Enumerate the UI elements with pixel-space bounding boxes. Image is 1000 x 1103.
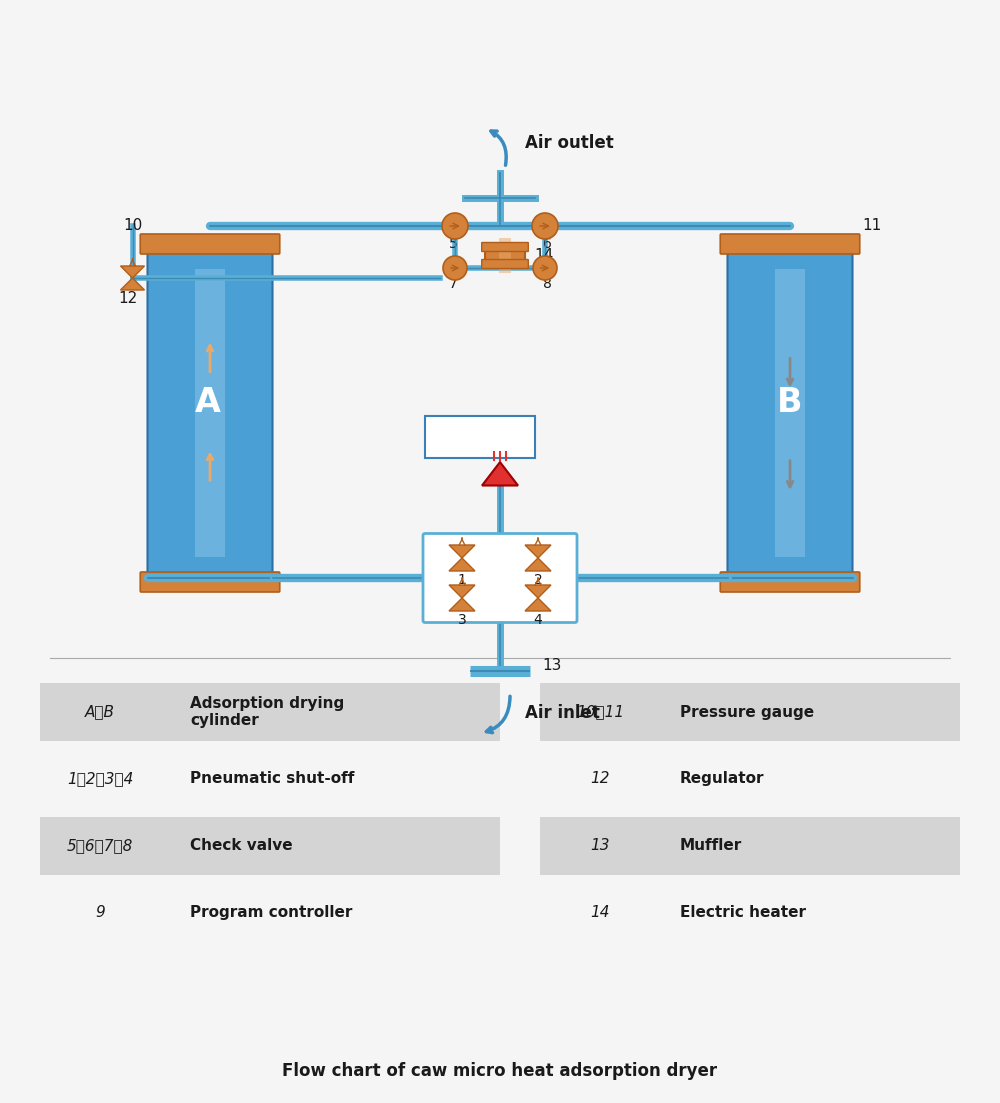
Text: Muffler: Muffler (680, 838, 742, 854)
Text: Regulator: Regulator (680, 771, 765, 786)
Polygon shape (775, 269, 805, 557)
Text: 5: 5 (449, 237, 457, 251)
Text: 9: 9 (95, 906, 105, 920)
Polygon shape (525, 545, 551, 558)
Text: 5、6、7、8: 5、6、7、8 (67, 838, 133, 854)
FancyBboxPatch shape (540, 683, 960, 741)
Text: Flow chart of caw micro heat adsorption dryer: Flow chart of caw micro heat adsorption … (282, 1062, 718, 1080)
Polygon shape (449, 585, 475, 598)
FancyBboxPatch shape (482, 243, 528, 251)
Text: 12: 12 (118, 291, 137, 306)
Polygon shape (449, 558, 475, 571)
FancyBboxPatch shape (40, 817, 500, 875)
Circle shape (532, 213, 558, 239)
Text: 8: 8 (543, 277, 551, 291)
Text: 13: 13 (590, 838, 610, 854)
Text: 4: 4 (534, 613, 542, 627)
FancyBboxPatch shape (140, 234, 280, 254)
Text: A: A (195, 386, 221, 419)
Text: Electric heater: Electric heater (680, 906, 806, 920)
Polygon shape (195, 269, 225, 557)
FancyBboxPatch shape (425, 416, 535, 458)
Text: Pneumatic shut-off: Pneumatic shut-off (190, 771, 354, 786)
Text: 12: 12 (590, 771, 610, 786)
Polygon shape (449, 545, 475, 558)
Polygon shape (449, 598, 475, 611)
Text: 11: 11 (862, 217, 882, 233)
FancyBboxPatch shape (728, 253, 852, 572)
FancyBboxPatch shape (148, 253, 272, 572)
Text: Air inlet: Air inlet (525, 705, 600, 722)
Text: Program controller: Program controller (190, 906, 352, 920)
Text: Air outlet: Air outlet (525, 133, 614, 152)
Text: 6: 6 (543, 237, 551, 251)
Polygon shape (525, 558, 551, 571)
Text: Check valve: Check valve (190, 838, 293, 854)
Polygon shape (120, 266, 145, 278)
Text: 7: 7 (449, 277, 457, 291)
Polygon shape (525, 585, 551, 598)
FancyBboxPatch shape (482, 259, 528, 268)
Circle shape (442, 213, 468, 239)
Text: 1: 1 (458, 572, 466, 587)
Circle shape (443, 256, 467, 280)
Text: 1、2、3、4: 1、2、3、4 (67, 771, 133, 786)
FancyBboxPatch shape (485, 243, 525, 268)
Text: A、B: A、B (85, 705, 115, 719)
FancyBboxPatch shape (140, 572, 280, 592)
Polygon shape (482, 462, 518, 485)
FancyBboxPatch shape (720, 234, 860, 254)
Text: 3: 3 (458, 613, 466, 627)
Text: 10、11: 10、11 (576, 705, 624, 719)
Text: B: B (777, 386, 803, 419)
Polygon shape (499, 238, 511, 274)
Text: Pressure gauge: Pressure gauge (680, 705, 814, 719)
Text: 13: 13 (542, 658, 561, 673)
Text: 14: 14 (534, 248, 553, 263)
Text: 14: 14 (590, 906, 610, 920)
Text: Adsorption drying
cylinder: Adsorption drying cylinder (190, 696, 344, 728)
Polygon shape (525, 598, 551, 611)
FancyBboxPatch shape (40, 683, 500, 741)
FancyBboxPatch shape (720, 572, 860, 592)
Circle shape (533, 256, 557, 280)
Text: 2: 2 (534, 572, 542, 587)
FancyBboxPatch shape (423, 534, 577, 622)
Text: 9: 9 (475, 428, 485, 446)
Text: 10: 10 (123, 217, 143, 233)
FancyBboxPatch shape (540, 817, 960, 875)
Polygon shape (120, 278, 145, 290)
